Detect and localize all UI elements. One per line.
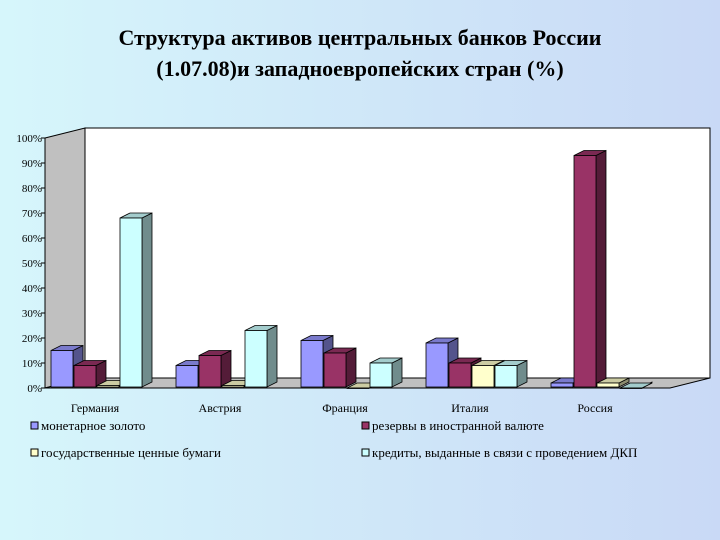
y-tick-label: 80% <box>22 183 42 195</box>
bar <box>596 377 630 388</box>
y-tick-label: 0% <box>27 383 42 395</box>
legend-label: кредиты, выданные в связи с проведением … <box>372 445 637 460</box>
bar <box>119 212 153 388</box>
x-tick-label: Италия <box>451 401 489 415</box>
legend-swatch <box>361 421 370 430</box>
bar <box>369 357 403 388</box>
x-tick-label: Россия <box>577 401 613 415</box>
chart-title-line1: Структура активов центральных банков Рос… <box>118 25 602 50</box>
y-tick-label: 40% <box>22 283 42 295</box>
y-tick-label: 20% <box>22 333 42 345</box>
y-tick-label: 70% <box>22 208 42 220</box>
y-tick-label: 90% <box>22 158 42 170</box>
x-tick-label: Австрия <box>199 401 242 415</box>
legend-swatch <box>30 421 39 430</box>
y-tick-label: 30% <box>22 308 42 320</box>
legend-swatch <box>361 448 370 457</box>
back-wall <box>84 127 711 379</box>
bar <box>73 359 107 388</box>
chart-title: Структура активов центральных банков Рос… <box>0 22 720 84</box>
bar <box>494 359 528 388</box>
bar <box>198 349 232 388</box>
legend-label: государственные ценные бумаги <box>41 445 221 460</box>
x-tick-label: Германия <box>71 401 120 415</box>
y-tick-label: 60% <box>22 233 42 245</box>
y-tick-label: 100% <box>16 133 42 145</box>
chart-title-line2: (1.07.08)и западноевропейских стран (%) <box>156 56 564 81</box>
x-tick-label: Франция <box>322 401 368 415</box>
legend-label: резервы в иностранной валюте <box>372 418 544 433</box>
legend-label: монетарное золото <box>41 418 145 433</box>
y-tick-label: 10% <box>22 358 42 370</box>
bar <box>573 149 607 388</box>
y-tick-label: 50% <box>22 258 42 270</box>
bar <box>244 324 278 388</box>
bar <box>323 347 357 388</box>
bar <box>619 381 653 389</box>
legend-swatch <box>30 448 39 457</box>
